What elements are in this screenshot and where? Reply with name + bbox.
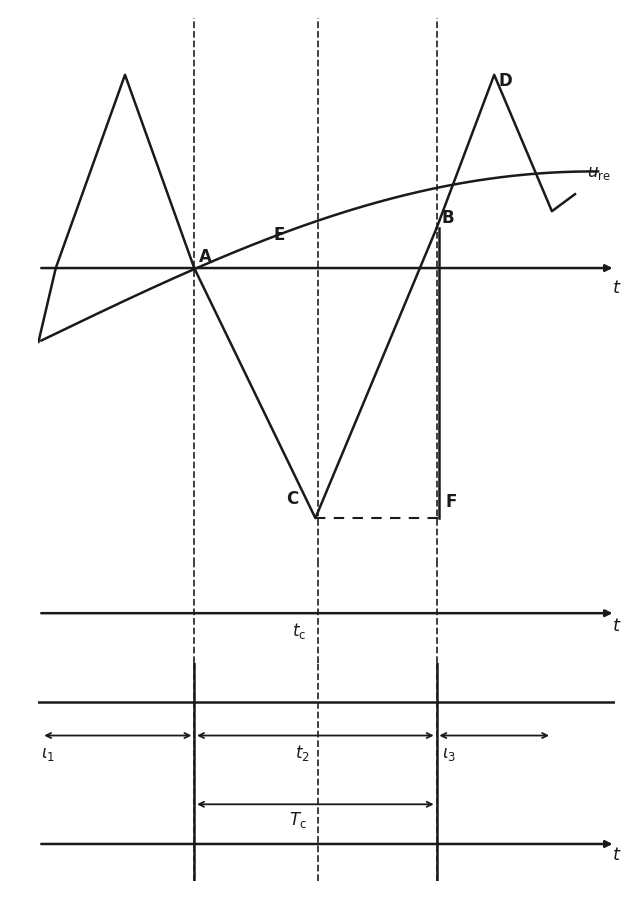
Text: $\iota_1$: $\iota_1$ [41, 745, 55, 763]
Text: $t$: $t$ [613, 279, 622, 297]
Text: $t_2$: $t_2$ [296, 743, 310, 763]
Text: $\iota_3$: $\iota_3$ [442, 745, 456, 763]
Text: D: D [499, 72, 513, 90]
Text: E: E [274, 226, 285, 244]
Text: F: F [445, 493, 456, 511]
Text: C: C [287, 491, 299, 509]
Text: $t$: $t$ [613, 846, 622, 864]
Text: $T_{\rm c}$: $T_{\rm c}$ [290, 811, 307, 831]
Text: $u_{\rm re}$: $u_{\rm re}$ [587, 165, 610, 182]
Text: B: B [441, 209, 454, 227]
Text: $t$: $t$ [613, 618, 622, 636]
Text: $t_{\rm c}$: $t_{\rm c}$ [292, 621, 306, 641]
Text: A: A [199, 248, 212, 266]
